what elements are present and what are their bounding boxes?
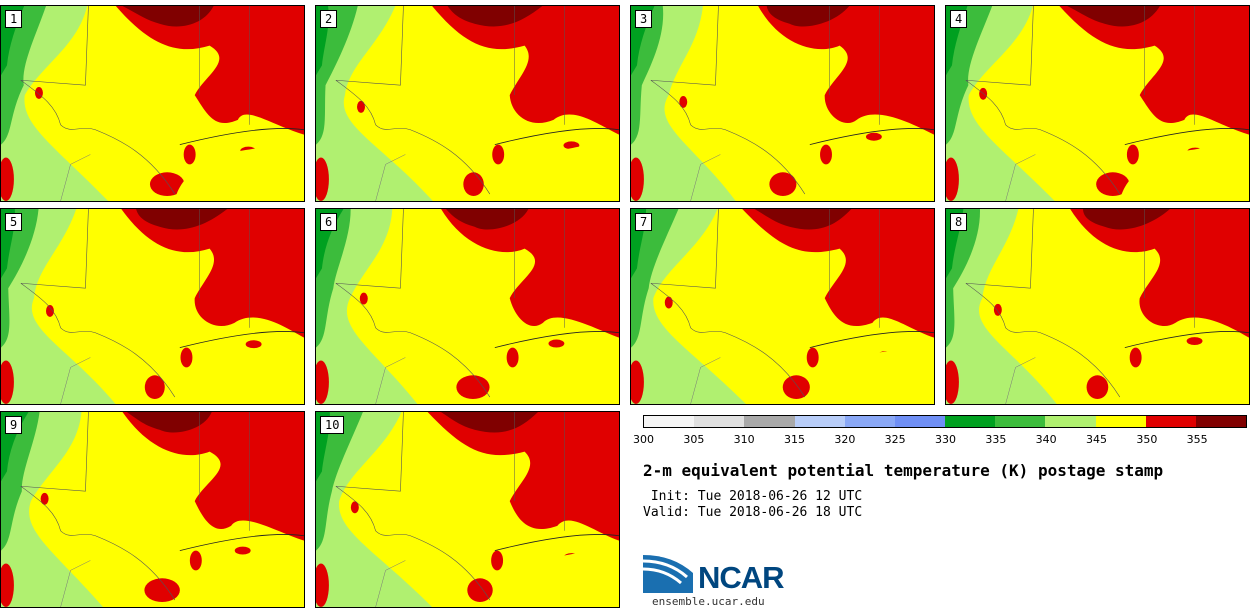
colorbar-segment-10 (1145, 416, 1196, 427)
temperature-map-icon (631, 209, 934, 404)
temperature-map-icon (946, 209, 1249, 404)
colorbar-segment-6 (945, 416, 996, 427)
temperature-map-icon (946, 6, 1249, 201)
colorbar-tick-label: 330 (935, 433, 956, 446)
member-panel-6: 6 (315, 208, 620, 405)
member-panel-1: 1 (0, 5, 305, 202)
member-panel-5: 5 (0, 208, 305, 405)
member-panel-2: 2 (315, 5, 620, 202)
colorbar-tick-label: 325 (884, 433, 906, 446)
member-panel-8: 8 (945, 208, 1250, 405)
colorbar-tick-label: 345 (1086, 433, 1107, 446)
temperature-map-icon (631, 6, 934, 201)
colorbar-segment-8 (1045, 416, 1096, 427)
ncar-logo-icon (643, 555, 693, 593)
member-panel-10: 10 (315, 411, 620, 608)
member-label: 3 (635, 10, 653, 28)
colorbar-segment-1 (694, 416, 745, 427)
temperature-map-icon (1, 412, 304, 607)
figure-title: 2-m equivalent potential temperature (K)… (643, 461, 1164, 480)
colorbar-tick-label: 340 (1035, 433, 1057, 446)
colorbar-tick-label: 300 (633, 433, 654, 446)
temperature-map-icon (1, 6, 304, 201)
colorbar (643, 415, 1247, 428)
colorbar-tick-label: 320 (834, 433, 856, 446)
colorbar-segment-3 (794, 416, 845, 427)
member-label: 8 (950, 213, 968, 231)
colorbar-segment-9 (1095, 416, 1146, 427)
member-panel-3: 3 (630, 5, 935, 202)
member-label: 1 (5, 10, 23, 28)
colorbar-segment-7 (995, 416, 1046, 427)
member-label: 4 (950, 10, 968, 28)
member-label: 9 (5, 416, 23, 434)
colorbar-segment-2 (744, 416, 795, 427)
member-label: 5 (5, 213, 23, 231)
temperature-map-icon (316, 6, 619, 201)
colorbar-segment-4 (844, 416, 895, 427)
temperature-map-icon (316, 412, 619, 607)
member-panel-7: 7 (630, 208, 935, 405)
valid-time: Valid: Tue 2018-06-26 18 UTC (643, 505, 863, 520)
temperature-map-icon (1, 209, 304, 404)
colorbar-tick-label: 335 (985, 433, 1007, 446)
member-label: 10 (320, 416, 345, 434)
member-label: 2 (320, 10, 338, 28)
temperature-map-icon (316, 209, 619, 404)
colorbar-tick-label: 310 (733, 433, 755, 446)
init-time: Init: Tue 2018-06-26 12 UTC (643, 489, 863, 504)
member-label: 7 (635, 213, 653, 231)
site-url: ensemble.ucar.edu (652, 595, 765, 608)
colorbar-tick-label: 350 (1136, 433, 1158, 446)
member-panel-4: 4 (945, 5, 1250, 202)
colorbar-segment-0 (644, 416, 695, 427)
colorbar-tick-label: 305 (683, 433, 705, 446)
colorbar-segment-5 (894, 416, 946, 427)
colorbar-tick-label: 315 (784, 433, 805, 446)
member-panel-9: 9 (0, 411, 305, 608)
logo-text: NCAR (698, 560, 785, 595)
colorbar-tick-label: 355 (1186, 433, 1208, 446)
colorbar-segment-11 (1195, 416, 1247, 427)
member-label: 6 (320, 213, 338, 231)
